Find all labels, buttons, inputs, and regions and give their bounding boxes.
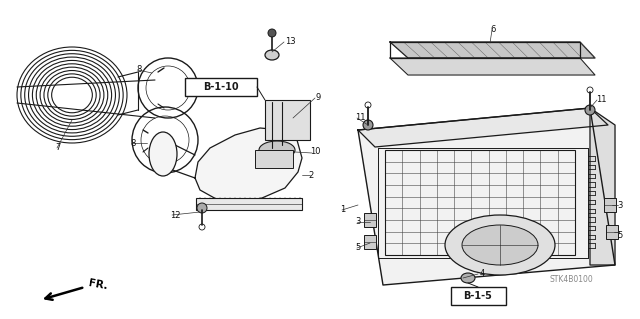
Text: 8: 8 <box>136 65 141 75</box>
Bar <box>606 225 618 239</box>
Text: 5: 5 <box>355 243 360 253</box>
Text: 7: 7 <box>55 144 60 152</box>
Ellipse shape <box>462 225 538 265</box>
Ellipse shape <box>461 273 475 283</box>
Bar <box>604 198 616 212</box>
Text: 9: 9 <box>315 93 320 102</box>
Ellipse shape <box>363 120 373 130</box>
Polygon shape <box>195 128 302 202</box>
Bar <box>451 287 506 305</box>
Text: 10: 10 <box>310 147 321 157</box>
Polygon shape <box>390 42 595 58</box>
Bar <box>385 150 575 255</box>
Text: FR.: FR. <box>88 278 109 292</box>
Text: B-1-10: B-1-10 <box>203 82 239 92</box>
Text: B-1-5: B-1-5 <box>463 291 492 301</box>
Bar <box>265 100 310 140</box>
Text: STK4B0100: STK4B0100 <box>550 276 594 285</box>
Polygon shape <box>590 108 615 265</box>
Bar <box>255 150 293 168</box>
Ellipse shape <box>197 203 207 213</box>
Text: 4: 4 <box>480 269 485 278</box>
Polygon shape <box>358 108 615 285</box>
Bar <box>196 198 302 210</box>
Ellipse shape <box>445 215 555 275</box>
Text: 2: 2 <box>308 170 313 180</box>
Text: 6: 6 <box>490 26 495 34</box>
Text: 1: 1 <box>340 205 345 214</box>
Bar <box>185 78 257 96</box>
Polygon shape <box>358 108 608 147</box>
Ellipse shape <box>149 132 177 176</box>
Polygon shape <box>390 58 595 75</box>
Bar <box>390 42 580 58</box>
Text: 11: 11 <box>596 95 607 105</box>
Ellipse shape <box>259 141 295 159</box>
Text: 13: 13 <box>285 38 296 47</box>
Text: 11: 11 <box>355 114 365 122</box>
Ellipse shape <box>268 29 276 37</box>
Text: 12: 12 <box>170 211 180 219</box>
Bar <box>364 213 376 227</box>
Ellipse shape <box>265 50 279 60</box>
Text: 5: 5 <box>617 231 622 240</box>
Bar <box>364 235 376 249</box>
Text: 3: 3 <box>617 201 622 210</box>
Text: 3: 3 <box>355 218 360 226</box>
Ellipse shape <box>585 105 595 115</box>
Text: 8: 8 <box>130 138 136 147</box>
